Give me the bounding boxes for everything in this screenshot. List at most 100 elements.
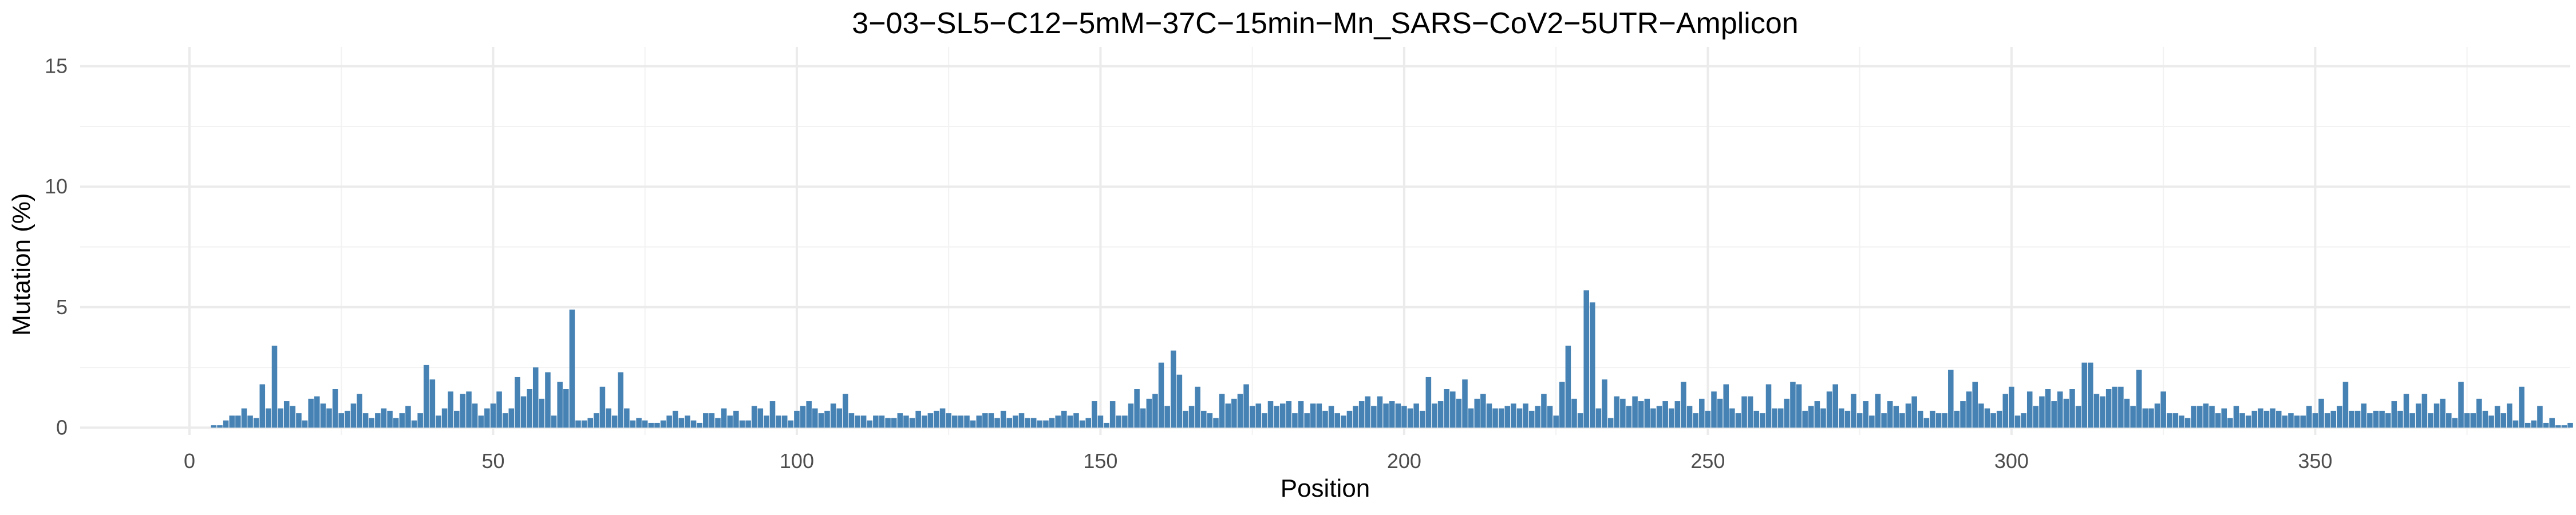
bar: [1395, 403, 1401, 428]
bar: [964, 415, 970, 428]
bar: [266, 408, 271, 428]
bar: [1176, 374, 1183, 428]
bar: [678, 418, 685, 428]
bar: [490, 403, 496, 428]
bar: [2136, 370, 2142, 428]
bar: [1583, 290, 1589, 428]
bar: [2555, 425, 2561, 428]
bar: [1978, 403, 1984, 428]
bar: [2251, 410, 2258, 428]
bar: [2057, 391, 2063, 428]
bar: [1492, 408, 1498, 428]
bar: [970, 420, 976, 428]
bar: [411, 420, 417, 428]
bar: [1401, 406, 1407, 428]
bar: [1170, 350, 1176, 428]
bar: [1073, 413, 1079, 428]
bar: [2354, 410, 2361, 428]
y-tick-label: 0: [56, 415, 68, 439]
bar: [326, 408, 332, 428]
bar: [903, 415, 909, 428]
bar: [891, 418, 897, 428]
y-axis-tick-labels: 0 5 10 15: [45, 54, 68, 439]
bar: [2209, 406, 2215, 428]
bar: [1686, 406, 1693, 428]
bar: [2500, 413, 2507, 428]
bar: [302, 420, 308, 428]
y-tick-label: 5: [56, 295, 68, 319]
bar: [727, 415, 733, 428]
bar: [345, 410, 350, 428]
bar: [1705, 410, 1711, 428]
bar: [2476, 398, 2482, 428]
bar: [1881, 413, 1887, 428]
bar: [229, 415, 235, 428]
bar: [1851, 394, 1856, 428]
bar: [2385, 413, 2391, 428]
bar: [2227, 418, 2233, 428]
bar: [2415, 403, 2421, 428]
bar: [703, 413, 709, 428]
bar: [423, 365, 429, 428]
bar: [211, 425, 217, 428]
bar: [1279, 403, 1286, 428]
bar: [818, 413, 824, 428]
bar: [2452, 418, 2458, 428]
bar: [2330, 410, 2336, 428]
bar: [2245, 415, 2251, 428]
bar: [2239, 413, 2245, 428]
bar: [581, 420, 587, 428]
bar: [460, 394, 466, 428]
bar: [1231, 398, 1237, 428]
bar: [672, 410, 678, 428]
bar: [976, 415, 982, 428]
bar: [253, 418, 259, 428]
bar: [709, 413, 715, 428]
bar: [1528, 410, 1535, 428]
bar: [441, 408, 448, 428]
bar: [2537, 406, 2543, 428]
bar: [1844, 410, 1851, 428]
bar: [2367, 413, 2373, 428]
bar: [690, 420, 697, 428]
bar: [2433, 403, 2440, 428]
bar: [283, 401, 290, 428]
bar: [2342, 382, 2349, 428]
bar: [1298, 401, 1304, 428]
bar: [2172, 413, 2179, 428]
bar: [2233, 406, 2239, 428]
bar: [1207, 413, 1213, 428]
bar: [2379, 410, 2385, 428]
bar: [2494, 406, 2500, 428]
bar: [1195, 386, 1200, 428]
bar: [1923, 418, 1930, 428]
bar: [1116, 415, 1122, 428]
bar: [2361, 403, 2367, 428]
bar: [909, 418, 915, 428]
bar: [2148, 408, 2154, 428]
bar: [824, 410, 830, 428]
bar: [2215, 413, 2221, 428]
bar: [1061, 410, 1067, 428]
bar: [927, 413, 934, 428]
bar: [1037, 420, 1043, 428]
bar: [2421, 394, 2428, 428]
bar: [1030, 418, 1037, 428]
bar: [557, 382, 563, 428]
bar: [2270, 408, 2275, 428]
bar: [952, 415, 958, 428]
bar: [685, 415, 690, 428]
bar: [1486, 403, 1492, 428]
x-tick-label: 200: [1387, 449, 1421, 473]
bar: [2312, 413, 2318, 428]
bar: [1516, 408, 1523, 428]
bar: [788, 420, 794, 428]
bar: [532, 367, 539, 428]
bar: [830, 403, 836, 428]
y-axis-title: Mutation (%): [7, 193, 35, 335]
bar: [1590, 302, 1595, 428]
bar: [1188, 406, 1195, 428]
bar: [733, 410, 739, 428]
bar: [885, 418, 891, 428]
